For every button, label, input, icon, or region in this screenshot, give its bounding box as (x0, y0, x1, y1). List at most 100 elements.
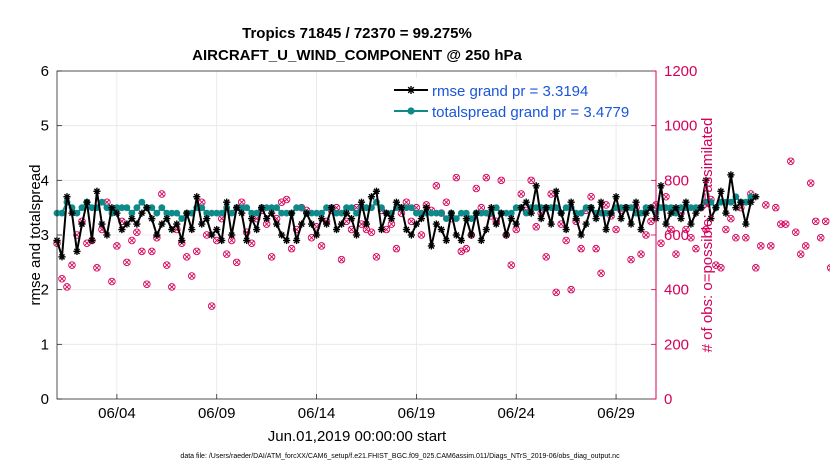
rmse-point (657, 182, 665, 190)
totalspread-point (113, 204, 121, 212)
totalspread-point (582, 204, 590, 212)
totalspread-point (58, 209, 66, 217)
totalspread-point (98, 198, 106, 206)
rmse-point (497, 209, 505, 217)
rmse-point (288, 209, 296, 217)
obs-count-point (527, 176, 535, 185)
rmse-point (667, 209, 675, 217)
rmse-point (128, 215, 136, 223)
rmse-point (258, 204, 266, 212)
totalspread-point (218, 209, 226, 217)
rmse-point (263, 215, 271, 223)
data-file-footnote: data file: /Users/raeder/DAI/ATM_forcXX/… (180, 453, 620, 460)
obs-count-point (757, 242, 765, 250)
rmse-point (183, 209, 191, 217)
totalspread-point (343, 204, 350, 212)
totalspread-point (163, 209, 171, 217)
rmse-point (482, 225, 490, 234)
totalspread-point (507, 209, 515, 217)
left-y-tick-label: 5 (41, 118, 49, 135)
totalspread-point (263, 204, 271, 212)
rmse-point (402, 225, 411, 234)
obs-count-point (642, 231, 650, 239)
rmse-point (278, 231, 286, 239)
rmse-point (432, 220, 440, 228)
rmse-point (332, 225, 341, 234)
obs-count-point (727, 214, 735, 223)
obs-count-point (442, 198, 451, 206)
obs-count-point (787, 157, 795, 165)
rmse-point (203, 215, 211, 223)
rmse-series (53, 171, 760, 261)
rmse-point (537, 215, 545, 223)
obs-count-point (717, 264, 725, 272)
rmse-point (702, 176, 710, 184)
obs-count-point (687, 233, 695, 242)
rmse-point (587, 204, 595, 212)
totalspread-point (158, 204, 166, 212)
obs-count-point (811, 217, 820, 226)
rmse-point (253, 225, 261, 234)
rmse-point (193, 193, 201, 201)
obs-count-point (68, 261, 76, 269)
obs-count-point (792, 228, 800, 237)
rmse-point (148, 215, 156, 223)
rmse-point (63, 193, 71, 201)
totalspread-point (562, 204, 570, 212)
totalspread-point (133, 204, 141, 212)
rmse-point (407, 231, 416, 239)
totalspread-point (278, 209, 286, 217)
rmse-point (492, 220, 500, 228)
totalspread-point (408, 204, 415, 212)
rmse-point (178, 236, 186, 245)
x-tick-label: 06/14 (298, 405, 336, 422)
rmse-point (327, 204, 336, 212)
obs-count-point (472, 184, 481, 193)
rmse-point (377, 225, 386, 234)
totalspread-point (627, 204, 635, 212)
obs-count-point (762, 201, 770, 209)
rmse-point (392, 198, 401, 206)
totalspread-point (323, 204, 330, 212)
obs-count-point (188, 272, 196, 280)
obs-count-point (777, 220, 785, 228)
totalspread-point (318, 209, 325, 217)
obs-count-point (667, 225, 675, 234)
obs-count-point (637, 250, 645, 258)
right-y-tick-label: 600 (664, 227, 689, 244)
rmse-point (322, 220, 331, 228)
totalspread-point (452, 215, 460, 223)
totalspread-point (403, 204, 410, 212)
rmse-point (427, 242, 435, 250)
rmse-point (98, 220, 106, 228)
obs-count-point (672, 250, 680, 258)
totalspread-point (482, 209, 490, 217)
rmse-point (507, 215, 515, 223)
rmse-point (457, 236, 465, 245)
obs-count-point (143, 280, 151, 288)
obs-count-point (282, 195, 291, 204)
totalspread-point (532, 204, 540, 212)
obs-count-point (782, 220, 790, 228)
rmse-point (223, 198, 231, 206)
obs-count-point (797, 250, 805, 258)
rmse-point (472, 209, 480, 217)
rmse-point (612, 193, 620, 201)
totalspread-point (253, 209, 261, 217)
x-tick-label: 06/24 (497, 405, 535, 422)
totalspread-point (353, 209, 360, 217)
totalspread-point (687, 204, 695, 212)
totalspread-point (273, 204, 281, 212)
totalspread-point (462, 209, 470, 217)
obs-count-point (587, 192, 595, 201)
obs-count-point (108, 277, 116, 286)
left-y-axis: 0 1 2 3 4 5 6 (41, 63, 62, 408)
rmse-point (108, 204, 116, 212)
obs-count-point (138, 247, 146, 256)
totalspread-point (692, 204, 700, 212)
rmse-point (662, 220, 670, 228)
obs-count-point (183, 253, 191, 261)
obs-count-point (722, 225, 730, 234)
obs-count-point (772, 203, 780, 212)
totalspread-point (123, 204, 131, 212)
